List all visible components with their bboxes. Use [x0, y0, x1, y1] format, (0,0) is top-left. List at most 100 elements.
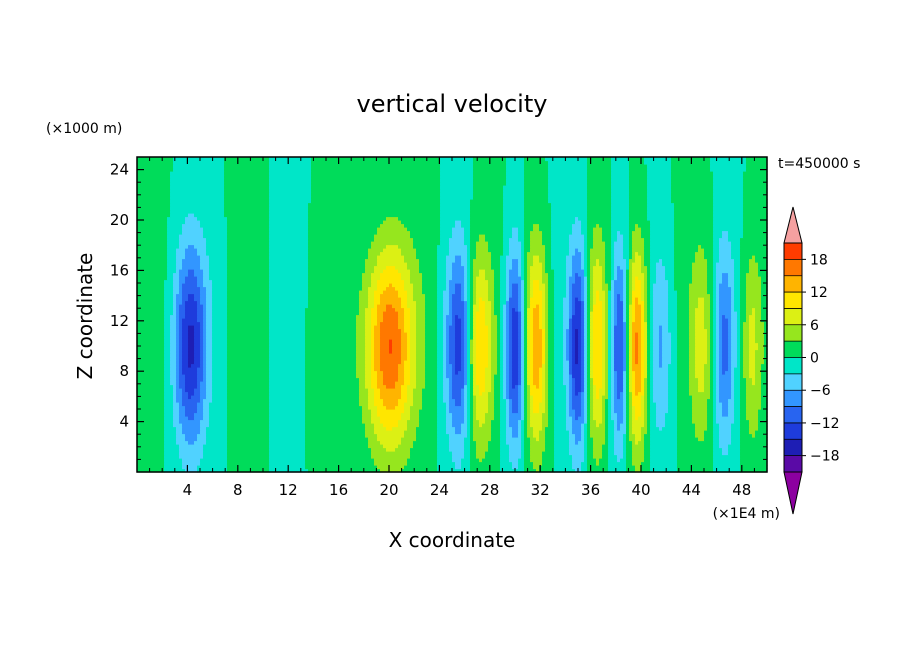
contour-cell [623, 279, 627, 284]
contour-cell [365, 335, 372, 340]
contour-cell [305, 349, 357, 354]
contour-cell [647, 318, 651, 323]
contour-cell [641, 433, 645, 438]
contour-cell [374, 398, 384, 403]
contour-cell [617, 265, 621, 270]
contour-cell [629, 349, 633, 354]
contour-cell [545, 258, 552, 263]
contour-cell [194, 269, 204, 274]
contour-cell [758, 346, 765, 351]
contour-cell [179, 276, 186, 281]
contour-cell [425, 374, 438, 379]
contour-cell [749, 426, 759, 431]
contour-cell [575, 433, 582, 438]
contour-cell [449, 297, 453, 302]
contour-cell [137, 290, 165, 295]
contour-cell [488, 248, 504, 253]
contour-cell [617, 370, 624, 375]
contour-cell [704, 248, 714, 253]
contour-cell [572, 297, 576, 302]
contour-cell [185, 384, 198, 389]
contour-cell [650, 433, 678, 438]
contour-cell [389, 342, 393, 347]
contour-cell [398, 370, 405, 375]
contour-cell [623, 405, 627, 410]
contour-cell [524, 241, 531, 246]
contour-cell [533, 262, 543, 267]
contour-cell [566, 419, 573, 424]
contour-cell [623, 360, 627, 365]
contour-cell [611, 311, 615, 316]
contour-cell [137, 342, 165, 347]
contour-cell [629, 391, 633, 396]
contour-cell [482, 391, 489, 396]
contour-cell [200, 300, 207, 305]
contour-cell [455, 335, 462, 340]
contour-cell [494, 300, 501, 305]
contour-cell [437, 423, 447, 428]
contour-cell [137, 265, 168, 270]
contour-cell [716, 384, 720, 389]
contour-cell [650, 258, 660, 263]
contour-cell [584, 332, 588, 337]
contour-cell [464, 454, 471, 459]
contour-cell [566, 339, 570, 344]
contour-cell [650, 332, 654, 337]
contour-cell [359, 384, 366, 389]
contour-cell [677, 454, 714, 459]
contour-cell [644, 339, 648, 344]
contour-cell [530, 388, 543, 393]
contour-cell [449, 349, 456, 354]
contour-cell [713, 384, 717, 389]
contour-cell [452, 321, 456, 326]
contour-cell [572, 300, 576, 305]
contour-cell [494, 279, 501, 284]
contour-cell [734, 395, 741, 400]
contour-cell [716, 304, 720, 309]
contour-cell [545, 430, 555, 435]
contour-cell [470, 405, 474, 410]
contour-cell [605, 363, 609, 368]
contour-cell [707, 262, 714, 267]
contour-cell [305, 409, 363, 414]
contour-cell [227, 342, 270, 347]
contour-cell [521, 293, 525, 298]
contour-cell [365, 321, 372, 326]
contour-cell [410, 454, 438, 459]
contour-cell [269, 346, 306, 351]
contour-cell [509, 283, 513, 288]
contour-cell [554, 276, 567, 281]
contour-cell [488, 290, 495, 295]
contour-cell [179, 346, 183, 351]
contour-cell [692, 279, 708, 284]
contour-cell [437, 416, 447, 421]
contour-cell [518, 321, 522, 326]
contour-cell [206, 307, 213, 312]
contour-cell [605, 304, 609, 309]
contour-cell [269, 297, 309, 302]
contour-cell [167, 262, 177, 267]
contour-cell [521, 423, 525, 428]
contour-cell [716, 353, 720, 358]
contour-cell [461, 290, 465, 295]
contour-cell [593, 342, 603, 347]
contour-cell [491, 360, 498, 365]
contour-cell [566, 265, 573, 270]
contour-cell [593, 335, 603, 340]
contour-cell [518, 258, 522, 263]
contour-cell [404, 321, 411, 326]
contour-cell [602, 300, 606, 305]
contour-cell [710, 300, 714, 305]
contour-cell [623, 451, 627, 456]
contour-cell [467, 416, 471, 421]
contour-cell [365, 311, 372, 316]
contour-cell [755, 381, 762, 386]
contour-cell [524, 304, 528, 309]
contour-cell [521, 321, 525, 326]
contour-cell [203, 307, 207, 312]
contour-cell [731, 304, 735, 309]
contour-cell [509, 300, 519, 305]
contour-cell [503, 339, 507, 344]
contour-cell [518, 349, 522, 354]
contour-cell [569, 293, 573, 298]
